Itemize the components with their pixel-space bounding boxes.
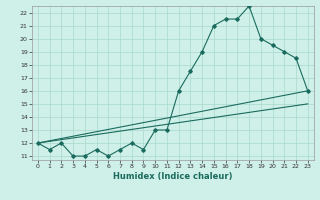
X-axis label: Humidex (Indice chaleur): Humidex (Indice chaleur): [113, 172, 233, 181]
